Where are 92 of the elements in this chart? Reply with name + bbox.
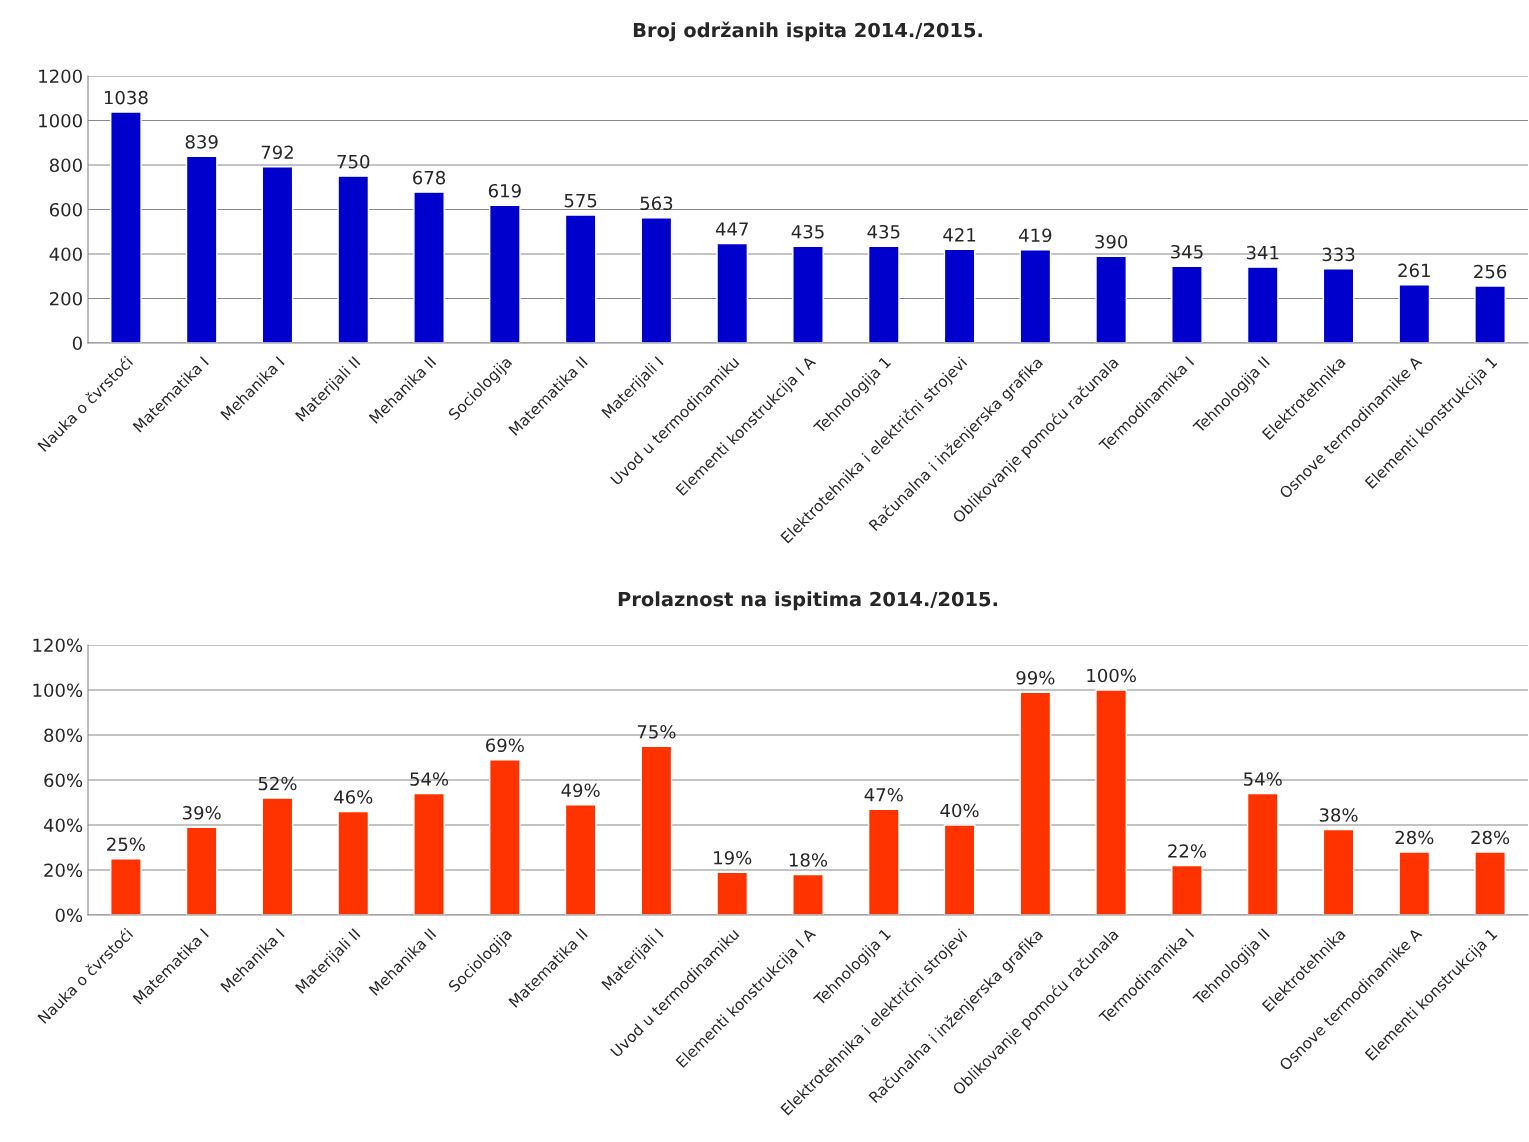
bar (185, 826, 218, 915)
data-label: 1038 (104, 90, 148, 105)
data-label: 49% (561, 783, 600, 798)
data-label: 99% (1016, 670, 1055, 685)
bar (261, 166, 294, 343)
data-label: 100% (1087, 668, 1136, 683)
bar (1171, 864, 1203, 915)
data-label: 435 (867, 224, 900, 239)
bar (337, 175, 370, 343)
bar (110, 858, 142, 915)
y-tick-label: 80% (44, 728, 83, 743)
bar (488, 759, 521, 915)
data-label: 839 (185, 135, 218, 149)
data-label: 447 (715, 222, 748, 236)
bar (943, 824, 976, 915)
data-label: 54% (410, 772, 449, 786)
y-tick-label: 120% (33, 638, 83, 653)
data-label: 75% (637, 724, 676, 739)
data-label: 390 (1095, 234, 1128, 249)
bar (867, 245, 900, 343)
chart-title: Prolaznost na ispitima 2014./2015. (618, 591, 997, 611)
data-label: 54% (1244, 772, 1282, 786)
data-label: 792 (261, 145, 293, 160)
y-tick-label: 40% (43, 818, 83, 833)
y-tick-label: 20% (44, 863, 83, 878)
bar (792, 873, 824, 915)
data-label: 47% (864, 787, 903, 802)
data-label: 678 (413, 170, 446, 185)
bar (261, 797, 294, 915)
y-tick-label: 800 (49, 158, 82, 173)
data-label: 18% (789, 853, 828, 867)
bar (1398, 284, 1431, 343)
bar (640, 217, 673, 343)
bar (1095, 689, 1128, 915)
data-label: 38% (1319, 808, 1358, 822)
data-label: 261 (1398, 263, 1430, 278)
data-label: 345 (1171, 244, 1203, 259)
data-label: 39% (183, 805, 221, 820)
y-tick-label: 60% (44, 773, 83, 788)
data-label: 25% (107, 837, 145, 852)
bar (488, 204, 521, 343)
data-label: 22% (1168, 844, 1207, 858)
data-label: 256 (1474, 264, 1507, 279)
bar (110, 111, 142, 343)
y-tick-label: 0% (55, 908, 83, 923)
bar (564, 804, 597, 915)
bar (640, 745, 673, 915)
bar (943, 248, 976, 343)
bar (716, 242, 749, 343)
data-label: 52% (258, 776, 297, 791)
bar (1246, 266, 1279, 343)
y-tick-label: 200 (50, 291, 82, 306)
chart-title: Broj održanih ispita 2014./2015. (633, 21, 982, 42)
bar (1398, 851, 1431, 915)
bar (1171, 265, 1203, 343)
bar (1474, 285, 1506, 343)
data-label: 69% (486, 738, 524, 753)
bar (1322, 268, 1355, 343)
bar (337, 810, 370, 915)
data-label: 421 (943, 228, 976, 242)
bar (185, 155, 218, 343)
bar (716, 871, 749, 915)
y-tick-label: 0 (72, 336, 82, 351)
y-tick-label: 400 (49, 247, 82, 262)
data-label: 19% (714, 850, 752, 865)
bar (413, 792, 445, 915)
y-tick-label: 600 (49, 202, 82, 217)
y-tick-label: 100% (33, 683, 83, 698)
bar (1474, 851, 1506, 915)
data-label: 28% (1471, 830, 1510, 845)
data-label: 40% (940, 803, 979, 818)
data-label: 333 (1322, 247, 1355, 262)
data-label: 341 (1246, 245, 1279, 260)
bar (564, 214, 597, 343)
bar (792, 245, 824, 343)
bar (413, 191, 445, 343)
data-label: 619 (488, 183, 521, 198)
data-label: 46% (334, 790, 373, 804)
bar (1246, 792, 1279, 915)
bar (1095, 255, 1128, 343)
bar (1019, 691, 1052, 915)
data-label: 28% (1395, 830, 1434, 845)
data-label: 435 (791, 224, 824, 239)
bar (1322, 828, 1355, 915)
data-label: 563 (640, 196, 673, 211)
y-tick-label: 1000 (39, 113, 82, 128)
data-label: 419 (1019, 228, 1052, 243)
data-label: 750 (337, 154, 370, 169)
y-tick-label: 1200 (39, 69, 82, 84)
bar (1019, 249, 1052, 343)
data-label: 575 (564, 193, 597, 208)
bar (867, 808, 900, 915)
